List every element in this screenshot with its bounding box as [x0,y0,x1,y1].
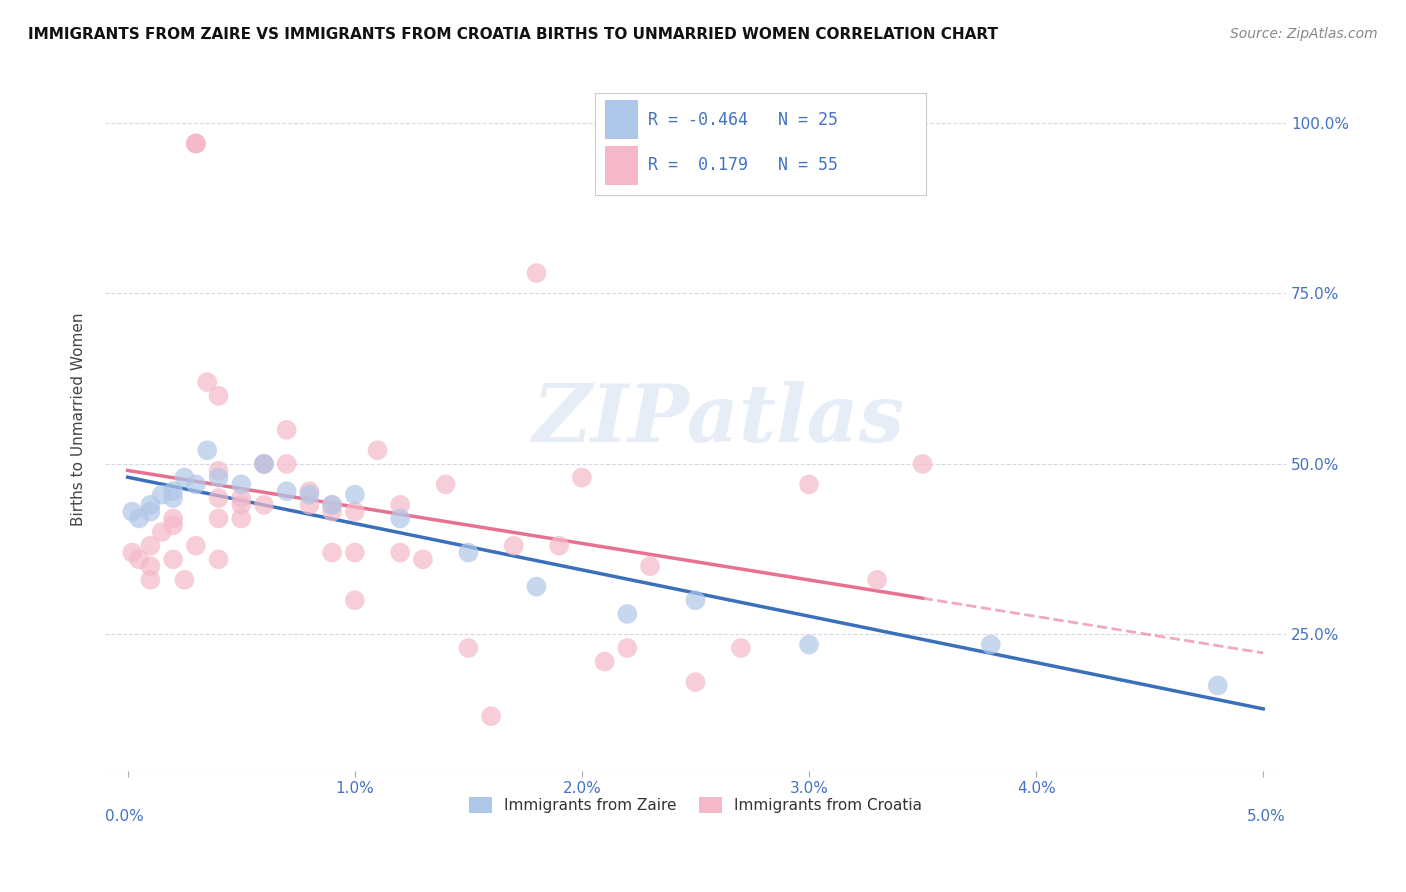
Point [195,375,218,389]
Point [173,470,195,484]
Point [253,457,276,471]
Point [162,552,184,566]
Point [321,545,343,559]
Point [184,477,207,491]
Point [797,638,820,652]
Point [343,487,366,501]
Point [911,457,934,471]
Point [343,545,366,559]
Point [276,457,298,471]
Point [434,477,457,491]
Point [526,580,548,594]
Point [276,484,298,499]
Point [150,487,173,501]
Legend: Immigrants from Zaire, Immigrants from Croatia: Immigrants from Zaire, Immigrants from C… [463,791,928,819]
Point [184,539,207,553]
Point [797,477,820,491]
Point [139,498,162,512]
Y-axis label: Births to Unmarried Women: Births to Unmarried Women [72,313,86,526]
Point [253,457,276,471]
Text: 5.0%: 5.0% [1247,809,1286,824]
Point [173,573,195,587]
Point [231,511,253,525]
Point [616,607,638,621]
Point [479,709,502,723]
Point [150,525,173,540]
Text: ZIPatlas: ZIPatlas [533,381,905,458]
Point [685,593,707,607]
Point [207,511,229,525]
Point [298,484,321,499]
Point [121,505,143,519]
Point [298,487,321,501]
Point [389,498,412,512]
Point [162,484,184,499]
Point [321,498,343,512]
Point [526,266,548,280]
Point [207,464,229,478]
Point [457,640,479,655]
Point [195,443,218,458]
Point [184,136,207,151]
Point [231,477,253,491]
Point [343,505,366,519]
Point [253,457,276,471]
Point [548,539,571,553]
Text: IMMIGRANTS FROM ZAIRE VS IMMIGRANTS FROM CROATIA BIRTHS TO UNMARRIED WOMEN CORRE: IMMIGRANTS FROM ZAIRE VS IMMIGRANTS FROM… [28,27,998,42]
Point [139,505,162,519]
Point [139,559,162,574]
Point [231,491,253,505]
Point [128,511,150,525]
Point [162,491,184,505]
Point [638,559,661,574]
Point [139,539,162,553]
Point [184,136,207,151]
Point [231,498,253,512]
Point [1206,678,1229,692]
Point [207,491,229,505]
Point [571,470,593,484]
Point [139,573,162,587]
Point [207,470,229,484]
Point [128,552,150,566]
Point [685,675,707,690]
Point [321,505,343,519]
Point [343,593,366,607]
Point [184,136,207,151]
Point [207,389,229,403]
Point [457,545,479,559]
Point [276,423,298,437]
Text: Source: ZipAtlas.com: Source: ZipAtlas.com [1230,27,1378,41]
Point [980,638,1002,652]
Point [593,655,616,669]
Point [389,511,412,525]
Point [502,539,524,553]
Point [321,498,343,512]
Point [367,443,389,458]
Point [389,545,412,559]
Point [162,518,184,533]
Point [253,498,276,512]
Text: 0.0%: 0.0% [105,809,143,824]
Point [730,640,752,655]
Point [207,552,229,566]
Point [162,511,184,525]
Point [298,498,321,512]
Point [616,640,638,655]
Point [412,552,434,566]
Point [866,573,889,587]
Point [121,545,143,559]
